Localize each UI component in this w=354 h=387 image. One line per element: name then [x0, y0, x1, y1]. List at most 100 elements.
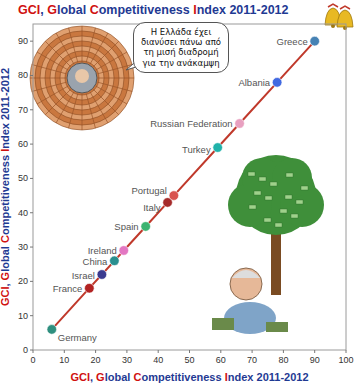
money-leaf: [291, 214, 298, 218]
title-char: 1: [275, 3, 282, 17]
title-char: v: [147, 3, 154, 17]
y-tick-label: 70: [18, 105, 28, 115]
fan-fin: [69, 28, 78, 63]
money-leaf: [259, 177, 266, 181]
title-char: e: [212, 3, 219, 17]
title-char: e: [169, 3, 176, 17]
face: [75, 69, 89, 83]
title-char: 2: [302, 371, 308, 383]
x-tick: [64, 350, 65, 353]
money-leaf: [301, 186, 308, 190]
x-tick-label: 80: [278, 355, 288, 365]
x-tick-label: 0: [30, 355, 35, 365]
title-char: G: [0, 298, 11, 307]
x-tick-label: 70: [247, 355, 257, 365]
y-tick: [30, 41, 33, 42]
money-leaf: [280, 209, 287, 213]
x-tick: [220, 350, 221, 353]
title-char: d: [0, 135, 11, 142]
title-char: G: [0, 272, 11, 281]
point-label: Ireland: [88, 245, 117, 256]
x-tick: [95, 350, 96, 353]
y-tick-label: 40: [18, 208, 28, 218]
y-tick: [30, 144, 33, 145]
x-tick-label: 40: [153, 355, 163, 365]
title-char: G: [47, 3, 57, 17]
title-char: G: [96, 371, 105, 383]
x-axis-title: GCI, Global Competitiveness Index 2011-2…: [70, 371, 308, 383]
page: 0102030405060708090100010203040506070809…: [0, 0, 354, 387]
fan-ring: [30, 26, 134, 130]
chart-title: GCI, Global Competitiveness Index 2011-2…: [18, 3, 289, 17]
title-char: e: [125, 3, 132, 17]
money-leaf: [286, 173, 293, 177]
point: [85, 283, 95, 293]
title-char: C: [0, 235, 11, 243]
y-axis-title: GCI, Global Competitiveness Index 2011-2…: [0, 68, 11, 306]
x-tick-label: 50: [184, 355, 194, 365]
y-tick-label: 0: [23, 345, 28, 355]
y-tick-label: 20: [18, 276, 28, 286]
fan-fin: [93, 41, 118, 66]
fan-fin: [37, 52, 68, 70]
money-leaf: [248, 172, 255, 176]
point: [47, 325, 57, 335]
y-tick: [30, 212, 33, 213]
fan-hub: [67, 63, 97, 93]
fan-fin: [45, 41, 70, 66]
point: [272, 78, 282, 88]
fan-fin: [96, 86, 127, 104]
bell-clapper: [331, 24, 335, 28]
y-tick: [30, 281, 33, 282]
title-char: 2: [229, 3, 236, 17]
x-tick: [314, 350, 315, 353]
point: [235, 119, 245, 129]
point: [141, 222, 151, 232]
point-label: Spain: [114, 221, 138, 232]
y-tick-label: 60: [18, 139, 28, 149]
title-char: d: [204, 3, 212, 17]
point-label: Portugal: [131, 185, 166, 196]
fan-fin: [90, 33, 108, 64]
y-tick: [30, 315, 33, 316]
title-char: s: [183, 3, 190, 17]
point-label: Turkey: [182, 144, 211, 155]
title-char: e: [154, 3, 161, 17]
title-char: d: [234, 371, 241, 383]
y-tick: [30, 178, 33, 179]
title-char: m: [106, 3, 117, 17]
decoration: [30, 4, 353, 334]
man-hair: [232, 270, 260, 278]
y-tick-label: 80: [18, 70, 28, 80]
title-char: 1: [250, 3, 257, 17]
fan-fin: [86, 93, 95, 128]
fan-fin: [45, 89, 70, 114]
x-tick: [189, 350, 190, 353]
x-tick: [126, 350, 127, 353]
fan-fin: [98, 78, 134, 79]
point: [213, 143, 223, 153]
title-char: 2: [282, 3, 289, 17]
point-label: Israel: [72, 270, 95, 281]
plot-frame: [33, 24, 346, 350]
diagonal-line: [52, 41, 315, 329]
money-leaf: [270, 182, 277, 186]
money-leaf: [285, 195, 292, 199]
y-tick-label: 10: [18, 311, 28, 321]
title-char: G: [70, 371, 79, 383]
x-tick-label: 20: [91, 355, 101, 365]
money-stack: [212, 318, 234, 330]
x-tick: [158, 350, 159, 353]
money-leaf: [275, 223, 282, 227]
fan-fin: [32, 82, 67, 91]
y-tick: [30, 350, 33, 351]
title-char: x: [219, 3, 226, 17]
money-leaf: [296, 200, 303, 204]
point-label: Greece: [277, 36, 308, 47]
y-tick: [30, 75, 33, 76]
point: [119, 246, 129, 256]
bell-ribbon: [328, 4, 350, 9]
title-char: 2: [0, 68, 11, 74]
point: [310, 36, 320, 46]
fan-fin: [56, 92, 74, 123]
